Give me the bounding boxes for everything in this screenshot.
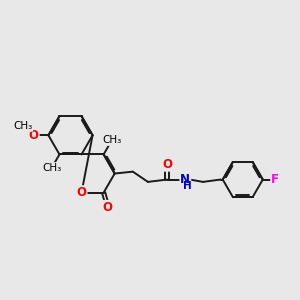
Text: F: F bbox=[271, 173, 279, 186]
Text: O: O bbox=[162, 158, 172, 171]
Text: CH₃: CH₃ bbox=[13, 121, 32, 131]
Text: O: O bbox=[29, 129, 39, 142]
Text: O: O bbox=[103, 201, 113, 214]
Text: CH₃: CH₃ bbox=[102, 135, 121, 146]
Text: N: N bbox=[180, 173, 190, 186]
Text: CH₃: CH₃ bbox=[42, 163, 62, 173]
Text: H: H bbox=[183, 181, 192, 191]
Text: O: O bbox=[76, 186, 86, 199]
